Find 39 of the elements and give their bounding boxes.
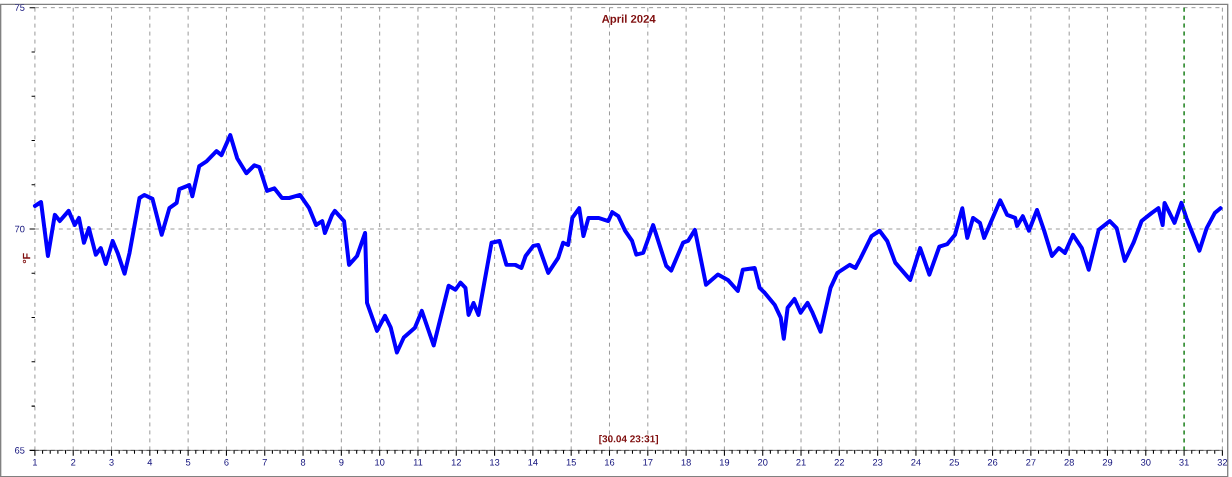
- x-tick-label: 10: [375, 458, 385, 466]
- x-tick-label: 21: [796, 458, 806, 466]
- y-tick-label: 65: [15, 446, 25, 454]
- x-tick-label: 27: [1026, 458, 1036, 466]
- x-tick-label: 25: [949, 458, 960, 466]
- x-tick-label: 20: [758, 458, 768, 466]
- x-tick-label: 11: [413, 458, 423, 466]
- x-tick-label: 22: [834, 458, 845, 466]
- x-tick-label: 18: [681, 458, 691, 466]
- x-tick-label: 12: [451, 458, 461, 466]
- x-tick-label: 28: [1064, 458, 1074, 466]
- x-tick-label: 9: [339, 458, 344, 466]
- y-tick-label: 75: [15, 4, 25, 11]
- x-tick-label: 2: [71, 458, 76, 466]
- x-tick-label: 31: [1179, 458, 1189, 466]
- line-series: [32, 133, 1223, 355]
- y-tick-label: 70: [15, 225, 25, 233]
- x-tick-label: 7: [262, 458, 267, 466]
- x-tick-label: 32: [1217, 458, 1228, 466]
- x-tick-label: 5: [185, 458, 191, 466]
- x-tick-label: 13: [490, 458, 500, 466]
- x-tick-label: 1: [33, 458, 38, 466]
- x-tick-label: 29: [1102, 458, 1113, 466]
- x-tick-label: 26: [987, 458, 998, 466]
- x-tick-label: 14: [528, 458, 538, 466]
- x-tick-label: 30: [1140, 458, 1151, 466]
- x-tick-label: 19: [719, 458, 730, 466]
- annotation: [30.04 23:31]: [599, 434, 658, 445]
- x-tick-label: 16: [605, 458, 615, 466]
- x-tick-label: 3: [109, 458, 114, 466]
- x-tick-label: 24: [911, 458, 921, 466]
- x-tick-label: 4: [147, 458, 153, 466]
- x-tick-label: 23: [872, 458, 883, 466]
- x-tick-label: 15: [566, 458, 576, 466]
- y-axis-title: °F: [22, 253, 31, 264]
- x-tick-label: 17: [643, 458, 653, 466]
- x-tick-label: 6: [224, 458, 229, 466]
- x-tick-label: 8: [300, 458, 306, 466]
- text: April 2024: [601, 14, 656, 25]
